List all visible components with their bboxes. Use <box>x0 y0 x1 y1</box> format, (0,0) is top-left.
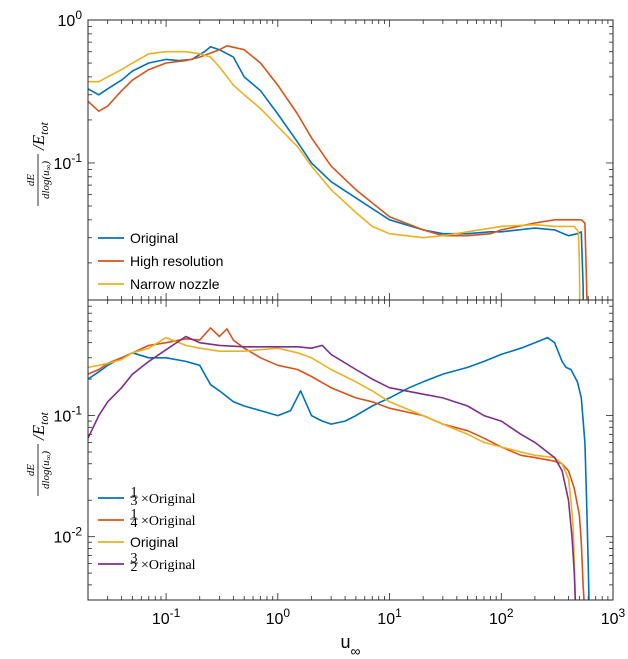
plot-area <box>88 300 613 600</box>
legend-frac-den: 3 <box>131 494 138 509</box>
legend-label: ×Original <box>141 492 196 507</box>
plot-area <box>88 20 613 300</box>
y-label-denominator: dlog(u∞) <box>40 161 53 199</box>
panel-bottom: 10-2 10-1 10-1 100 101 102 103 u∞ dE dlog(u∞) /Eto… <box>25 299 626 659</box>
panel-top: 10-1 100 dE dlog(u∞) /Etot Original High resol… <box>25 8 614 301</box>
x-tick-label: 100 <box>266 606 291 628</box>
axes-frame <box>87 299 614 601</box>
series-group <box>88 45 588 300</box>
legend-label: Original <box>130 534 178 550</box>
legend-frac-num: 3 <box>131 551 138 566</box>
y-label-tail: /Etot <box>29 122 51 151</box>
legend-frac-den: 2 <box>131 560 138 575</box>
legend: Original High resolution Narrow nozzle <box>98 230 223 292</box>
legend-label: ×Original <box>141 558 196 573</box>
legend-label: ×Original <box>141 514 196 529</box>
series-line-1 <box>88 45 588 300</box>
series-line-3 <box>88 335 577 600</box>
series-line-0 <box>88 45 585 300</box>
x-tick-label: 103 <box>601 606 626 628</box>
y-label-numerator: dE <box>25 174 37 187</box>
x-tick-label: 101 <box>377 606 402 628</box>
y-label-tail: /Etot <box>29 412 51 441</box>
x-axis-label: u∞ <box>341 632 361 659</box>
y-label-denominator: dlog(u∞) <box>40 451 53 489</box>
y-axis-label: dE dlog(u∞) /Etot <box>25 412 53 496</box>
x-tick-label: 102 <box>489 606 514 628</box>
y-label-numerator: dE <box>25 464 37 477</box>
series-line-2 <box>88 50 581 300</box>
ticks <box>87 299 614 601</box>
y-tick-label: 10-2 <box>54 525 83 547</box>
y-tick-label: 10-1 <box>54 151 83 173</box>
series-line-2 <box>88 336 577 600</box>
legend-label: High resolution <box>130 253 223 269</box>
legend-label: Original <box>130 230 178 246</box>
y-tick-label: 100 <box>58 8 83 30</box>
legend-frac-den: 4 <box>131 516 138 531</box>
y-tick-label: 10-1 <box>54 404 83 426</box>
series-group <box>88 327 590 600</box>
x-tick-label: 10-1 <box>152 606 181 628</box>
legend-frac-num: 1 <box>131 507 138 522</box>
ticks <box>87 19 614 300</box>
y-axis-label: dE dlog(u∞) /Etot <box>25 122 53 206</box>
legend-frac-num: 1 <box>131 485 138 500</box>
legend-label: Narrow nozzle <box>130 276 220 292</box>
series-line-0 <box>88 336 590 600</box>
